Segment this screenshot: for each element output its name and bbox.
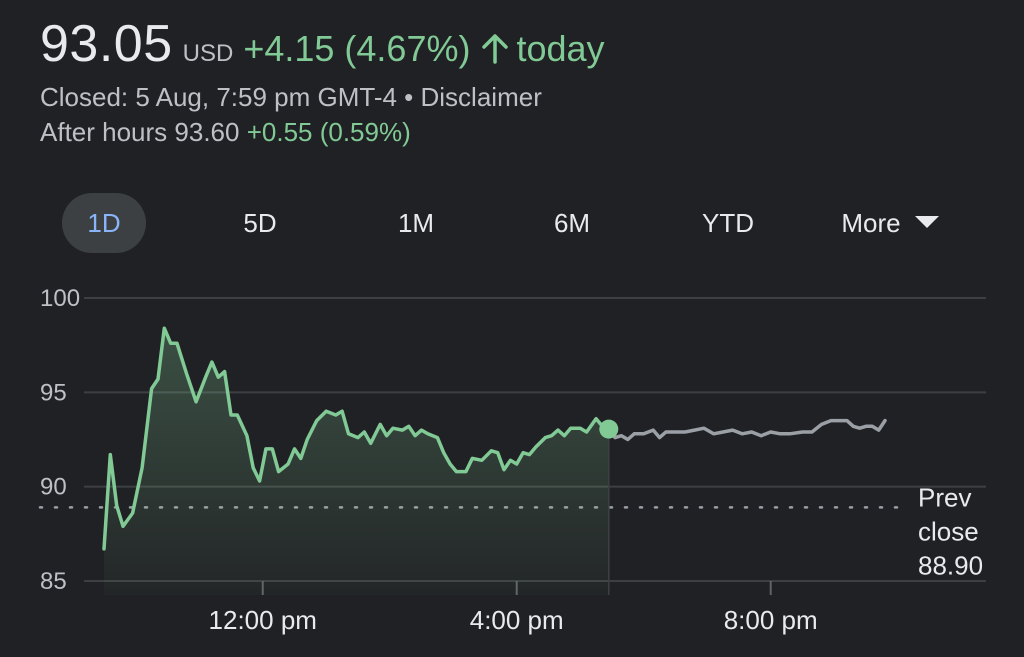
y-tick-label: 90 — [40, 474, 67, 501]
y-tick-label: 95 — [40, 379, 67, 406]
quote-header: 93.05 USD +4.15 (4.67%) today Closed: 5 … — [40, 14, 605, 148]
chart-labels: 100 95 90 85 12:00 pm 4:00 pm 8:00 pm Prev close… — [40, 285, 983, 635]
tab-1d[interactable]: 1D — [62, 193, 146, 253]
tab-6m[interactable]: 6M — [553, 208, 591, 238]
period-label: today — [516, 28, 605, 69]
y-tick-label: 85 — [40, 568, 67, 595]
x-tick-label: 8:00 pm — [724, 605, 818, 635]
current-price: 93.05 — [40, 15, 173, 73]
regular-session-line — [102, 326, 611, 551]
x-tick-label: 12:00 pm — [209, 605, 317, 635]
tab-1m[interactable]: 1M — [397, 208, 435, 238]
arrow-up-icon — [482, 34, 509, 64]
regular-session-area — [104, 328, 609, 595]
tab-more[interactable]: More — [820, 193, 960, 253]
closed-status: Closed: 5 Aug, 7:59 pm GMT-4 • Disclaime… — [40, 82, 605, 113]
prev-close-label: Prev — [918, 482, 971, 512]
prev-close-value: 88.90 — [918, 550, 983, 580]
price-change: +4.15 (4.67%) — [243, 28, 471, 69]
price-line: 93.05 USD +4.15 (4.67%) today — [40, 14, 605, 74]
currency-label: USD — [182, 40, 234, 67]
tab-ytd[interactable]: YTD — [702, 208, 754, 238]
chevron-down-icon — [914, 216, 939, 229]
y-tick-label: 100 — [40, 285, 80, 312]
chart-marks — [102, 326, 887, 595]
tab-5d[interactable]: 5D — [243, 208, 277, 238]
price-chart[interactable]: 100 95 90 85 12:00 pm 4:00 pm 8:00 pm Prev close… — [0, 270, 1024, 657]
x-tick-label: 4:00 pm — [470, 605, 564, 635]
after-hours-change: +0.55 (0.59%) — [246, 117, 411, 147]
after-hours-price: After hours 93.60 — [40, 117, 240, 147]
prev-close-label: close — [918, 516, 979, 546]
closed-text[interactable]: Closed: 5 Aug, 7:59 pm GMT-4 • Disclaime… — [40, 82, 542, 112]
after-hours-line — [607, 418, 887, 442]
after-hours-line: After hours 93.60 +0.55 (0.59%) — [40, 117, 605, 148]
range-tabs: 1D 5D 1M 6M YTD More — [0, 193, 1024, 253]
current-price-marker — [599, 419, 619, 439]
